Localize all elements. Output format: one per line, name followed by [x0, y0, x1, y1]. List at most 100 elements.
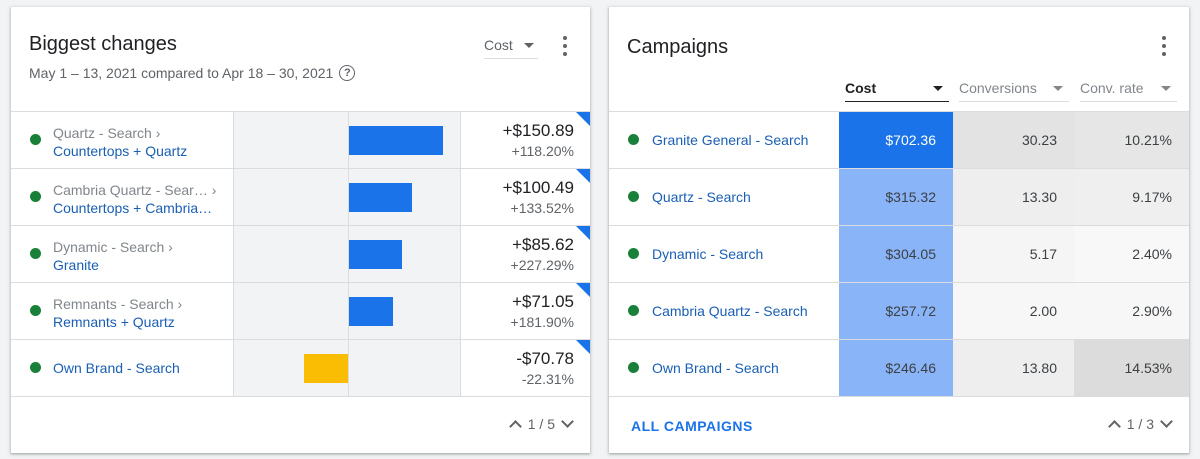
status-dot-icon	[628, 191, 639, 202]
corner-marker-icon	[576, 226, 590, 240]
changes-row: Remnants - Search › Remnants + Quartz +$…	[11, 283, 590, 340]
changes-row-name[interactable]: Own Brand - Search	[11, 340, 233, 396]
caret-down-icon	[1161, 86, 1171, 91]
all-campaigns-link[interactable]: ALL CAMPAIGNS	[631, 418, 753, 434]
change-bar-area	[233, 283, 461, 339]
change-value: +$100.49	[502, 178, 574, 197]
metric-dropdown[interactable]: Cost	[484, 37, 538, 59]
zero-axis	[348, 283, 349, 339]
chevron-up-icon[interactable]	[508, 420, 522, 433]
campaigns-card: Campaigns Cost Conversions Conv. rate Gr…	[609, 7, 1189, 453]
change-percent: +181.90%	[510, 314, 574, 330]
changes-row: Quartz - Search › Countertops + Quartz +…	[11, 112, 590, 169]
status-dot-icon	[30, 191, 41, 202]
chevron-down-icon[interactable]	[1160, 415, 1173, 428]
campaigns-title: Campaigns	[627, 36, 729, 58]
campaign-link[interactable]: Cambria Quartz - Search	[652, 303, 808, 319]
conv-rate-cell: 2.40%	[1074, 226, 1189, 282]
zero-axis	[348, 226, 349, 282]
change-percent: +133.52%	[510, 200, 574, 216]
status-dot-icon	[30, 362, 41, 373]
date-range-subtitle: May 1 – 13, 2021 compared to Apr 18 – 30…	[29, 65, 356, 81]
change-bar	[349, 183, 412, 212]
campaigns-pager: 1 / 3	[1107, 415, 1173, 433]
cost-cell: $315.32	[839, 169, 953, 225]
changes-row-name[interactable]: Cambria Quartz - Sear… › Countertops + C…	[11, 169, 233, 225]
table-row: Dynamic - Search $304.05 5.17 2.40%	[609, 226, 1189, 283]
change-bar	[349, 297, 393, 326]
conv-rate-cell: 10.21%	[1074, 112, 1189, 168]
campaign-name-cell[interactable]: Quartz - Search	[609, 169, 839, 225]
column-header-cost[interactable]: Cost	[845, 80, 949, 102]
column-header-conversions[interactable]: Conversions	[959, 80, 1069, 102]
campaigns-page-indicator: 1 / 3	[1126, 416, 1154, 432]
status-dot-icon	[628, 134, 639, 145]
change-bar	[349, 126, 443, 155]
changes-row-name[interactable]: Dynamic - Search › Granite	[11, 226, 233, 282]
conversions-cell: 30.23	[953, 112, 1074, 168]
conv-rate-cell: 14.53%	[1074, 340, 1189, 396]
change-bar-area	[233, 169, 461, 225]
change-percent: -22.31%	[521, 371, 574, 387]
chevron-down-icon[interactable]	[561, 415, 574, 428]
chevron-up-icon[interactable]	[1107, 420, 1121, 433]
change-percent: +118.20%	[511, 143, 574, 159]
cost-cell: $257.72	[839, 283, 953, 339]
campaign-label: Cambria Quartz - Sear… ›	[53, 182, 217, 198]
conv-rate-cell: 9.17%	[1074, 169, 1189, 225]
change-value: +$150.89	[502, 121, 574, 140]
status-dot-icon	[628, 362, 639, 373]
campaign-label: Dynamic - Search ›	[53, 239, 173, 255]
changes-table: Quartz - Search › Countertops + Quartz +…	[11, 111, 590, 397]
ad-group-link[interactable]: Remnants + Quartz	[53, 314, 175, 330]
changes-row: Own Brand - Search -$70.78 -22.31%	[11, 340, 590, 397]
ad-group-link[interactable]: Countertops + Quartz	[53, 143, 188, 159]
date-range-text: May 1 – 13, 2021 compared to Apr 18 – 30…	[29, 65, 334, 81]
biggest-changes-card: Biggest changes May 1 – 13, 2021 compare…	[11, 7, 590, 453]
conversions-cell: 2.00	[953, 283, 1074, 339]
change-bar	[304, 354, 348, 383]
zero-axis	[348, 112, 349, 168]
status-dot-icon	[30, 305, 41, 316]
campaigns-table: Granite General - Search $702.36 30.23 1…	[609, 111, 1189, 397]
more-options-icon[interactable]	[553, 34, 577, 58]
corner-marker-icon	[576, 283, 590, 297]
table-row: Granite General - Search $702.36 30.23 1…	[609, 112, 1189, 169]
campaign-label: Remnants - Search ›	[53, 296, 183, 312]
campaign-label: Quartz - Search ›	[53, 125, 161, 141]
campaign-name-cell[interactable]: Granite General - Search	[609, 112, 839, 168]
help-icon[interactable]: ?	[339, 65, 356, 81]
column-header-conv-rate[interactable]: Conv. rate	[1080, 80, 1177, 102]
zero-axis	[348, 340, 349, 396]
status-dot-icon	[30, 134, 41, 145]
change-bar-area	[233, 340, 461, 396]
change-value: +$71.05	[512, 292, 574, 311]
campaign-link[interactable]: Own Brand - Search	[53, 360, 180, 376]
status-dot-icon	[628, 305, 639, 316]
caret-down-icon	[1053, 86, 1063, 91]
change-value: -$70.78	[516, 349, 574, 368]
campaign-link[interactable]: Own Brand - Search	[652, 360, 779, 376]
table-row: Own Brand - Search $246.46 13.80 14.53%	[609, 340, 1189, 397]
campaign-link[interactable]: Granite General - Search	[652, 132, 809, 148]
column-header-label: Conv. rate	[1080, 80, 1144, 96]
more-options-icon[interactable]	[1152, 34, 1176, 58]
metric-dropdown-value: Cost	[484, 37, 513, 53]
biggest-changes-title: Biggest changes	[29, 33, 177, 55]
campaign-link[interactable]: Quartz - Search	[652, 189, 751, 205]
conversions-cell: 5.17	[953, 226, 1074, 282]
campaign-name-cell[interactable]: Dynamic - Search	[609, 226, 839, 282]
changes-row-name[interactable]: Quartz - Search › Countertops + Quartz	[11, 112, 233, 168]
campaign-name-cell[interactable]: Own Brand - Search	[609, 340, 839, 396]
ad-group-link[interactable]: Granite	[53, 257, 99, 273]
changes-row: Cambria Quartz - Sear… › Countertops + C…	[11, 169, 590, 226]
change-bar	[349, 240, 402, 269]
status-dot-icon	[30, 248, 41, 259]
campaign-link[interactable]: Dynamic - Search	[652, 246, 764, 262]
ad-group-link[interactable]: Countertops + Cambria…	[53, 200, 213, 216]
changes-row-name[interactable]: Remnants - Search › Remnants + Quartz	[11, 283, 233, 339]
conv-rate-cell: 2.90%	[1074, 283, 1189, 339]
campaign-name-cell[interactable]: Cambria Quartz - Search	[609, 283, 839, 339]
table-row: Quartz - Search $315.32 13.30 9.17%	[609, 169, 1189, 226]
cost-cell: $246.46	[839, 340, 953, 396]
